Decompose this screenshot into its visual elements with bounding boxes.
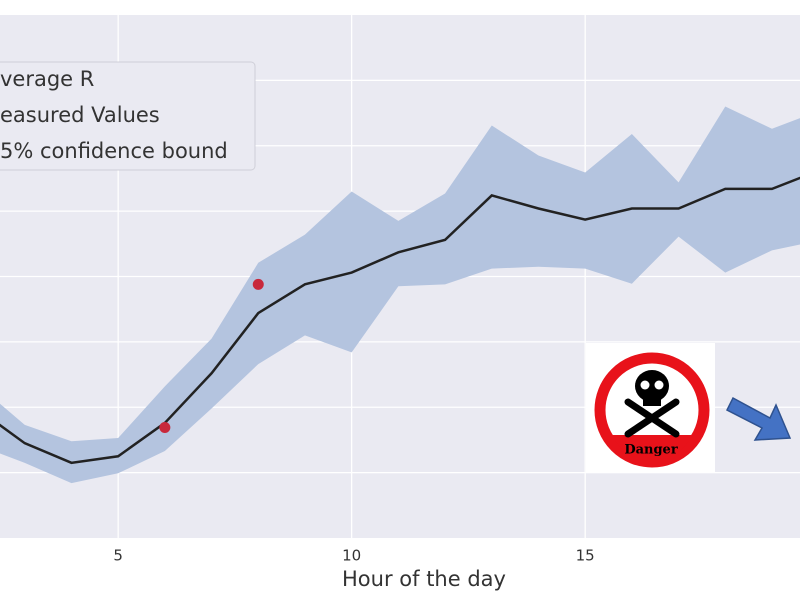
icon-label: Danger (624, 443, 678, 458)
x-tick-label: 5 (113, 547, 123, 565)
icon-skull (635, 370, 669, 402)
legend-box (0, 61, 256, 171)
legend: verage R easured Values 5% confidence boun… (0, 61, 256, 171)
legend-label: verage R (0, 67, 94, 91)
legend-label: 5% confidence bound (0, 139, 228, 163)
point (159, 422, 171, 434)
danger-icon: Danger (586, 343, 715, 472)
arrow (725, 396, 792, 441)
point (252, 278, 264, 290)
x-axis-label: Hour of the day (342, 567, 506, 591)
confidence-band (0, 106, 800, 484)
x-tick-label: 15 (576, 547, 595, 565)
icon-eye (640, 380, 650, 390)
x-tick-label: 10 (342, 547, 361, 565)
icon-jaw (643, 396, 661, 406)
icon-fill (612, 435, 692, 461)
icon-bone (624, 398, 680, 438)
line (0, 176, 800, 465)
legend-label: easured Values (0, 103, 160, 127)
icon-eye (654, 380, 664, 390)
